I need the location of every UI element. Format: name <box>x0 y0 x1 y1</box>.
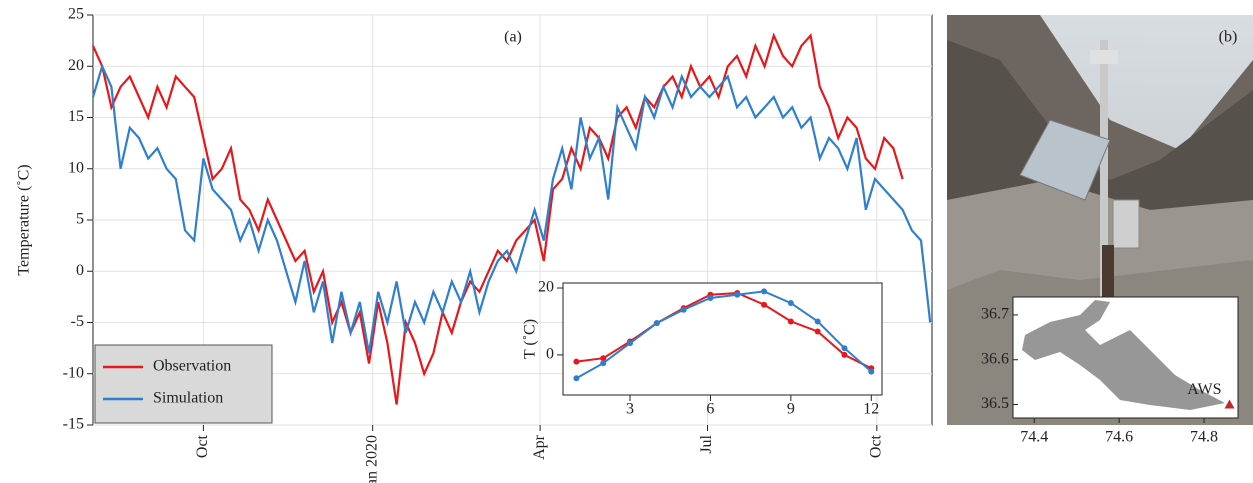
x-tick-label: 6 <box>706 401 714 418</box>
legend-label: Observation <box>153 358 231 375</box>
x-tick-label: 74.6 <box>1105 429 1133 446</box>
x-tick-label: Oct <box>194 434 211 458</box>
y-tick-label: 36.6 <box>981 350 1009 367</box>
y-tick-label: 36.5 <box>981 395 1009 412</box>
y-axis-label: Temperature (˚C) <box>16 164 33 275</box>
series-marker <box>600 355 607 362</box>
x-tick-label: 74.4 <box>1020 429 1048 446</box>
y-tick-label: 0 <box>76 262 84 279</box>
series-line <box>91 63 932 354</box>
y-tick-label: -15 <box>63 416 84 433</box>
series-marker <box>787 318 794 325</box>
series-marker <box>787 300 794 307</box>
y-tick-label: -5 <box>71 313 84 330</box>
x-tick-label: Apr <box>531 434 548 460</box>
series-marker <box>573 358 580 365</box>
legend-label: Simulation <box>153 390 223 407</box>
y-tick-label: 0 <box>546 346 554 363</box>
aws-marker <box>1224 399 1235 409</box>
series-marker <box>814 328 821 335</box>
x-tick-label: 3 <box>626 401 634 418</box>
series-marker <box>707 295 714 302</box>
series-line <box>91 32 904 405</box>
x-tick-label: Jan 2020 <box>363 435 380 483</box>
series-line <box>576 291 872 370</box>
y-tick-label: 15 <box>68 108 84 125</box>
y-tick-label: 10 <box>68 159 84 176</box>
y-tick-label: -10 <box>63 364 84 381</box>
series-marker <box>653 320 660 327</box>
series-marker <box>680 306 687 313</box>
legend-box <box>94 344 273 424</box>
series-marker <box>734 291 741 298</box>
y-axis-label: T (˚C) <box>522 319 539 359</box>
y-tick-label: 36.7 <box>981 306 1009 323</box>
inset-frame <box>562 282 883 396</box>
panel-label: (a) <box>504 29 522 46</box>
x-tick-label: Oct <box>867 434 884 458</box>
x-tick-label: 12 <box>863 401 879 418</box>
x-tick-label: Jul <box>698 434 715 453</box>
series-marker <box>814 318 821 325</box>
series-marker <box>627 340 634 347</box>
y-tick-label: 5 <box>76 211 84 228</box>
series-marker <box>761 288 768 295</box>
x-tick-label: 9 <box>787 401 795 418</box>
glacier <box>1022 300 1225 410</box>
x-tick-label: 74.8 <box>1190 429 1218 446</box>
panel-label: (b) <box>1219 29 1238 46</box>
y-tick-label: 20 <box>538 279 554 296</box>
series-marker <box>600 360 607 367</box>
series-marker <box>868 368 875 375</box>
series-marker <box>841 351 848 358</box>
aws-label: AWS <box>1187 381 1221 398</box>
y-tick-label: 25 <box>68 6 84 23</box>
series-line <box>575 290 872 380</box>
y-tick-label: 20 <box>68 57 84 74</box>
series-marker <box>841 345 848 352</box>
series-marker <box>761 301 768 308</box>
series-marker <box>573 375 580 382</box>
